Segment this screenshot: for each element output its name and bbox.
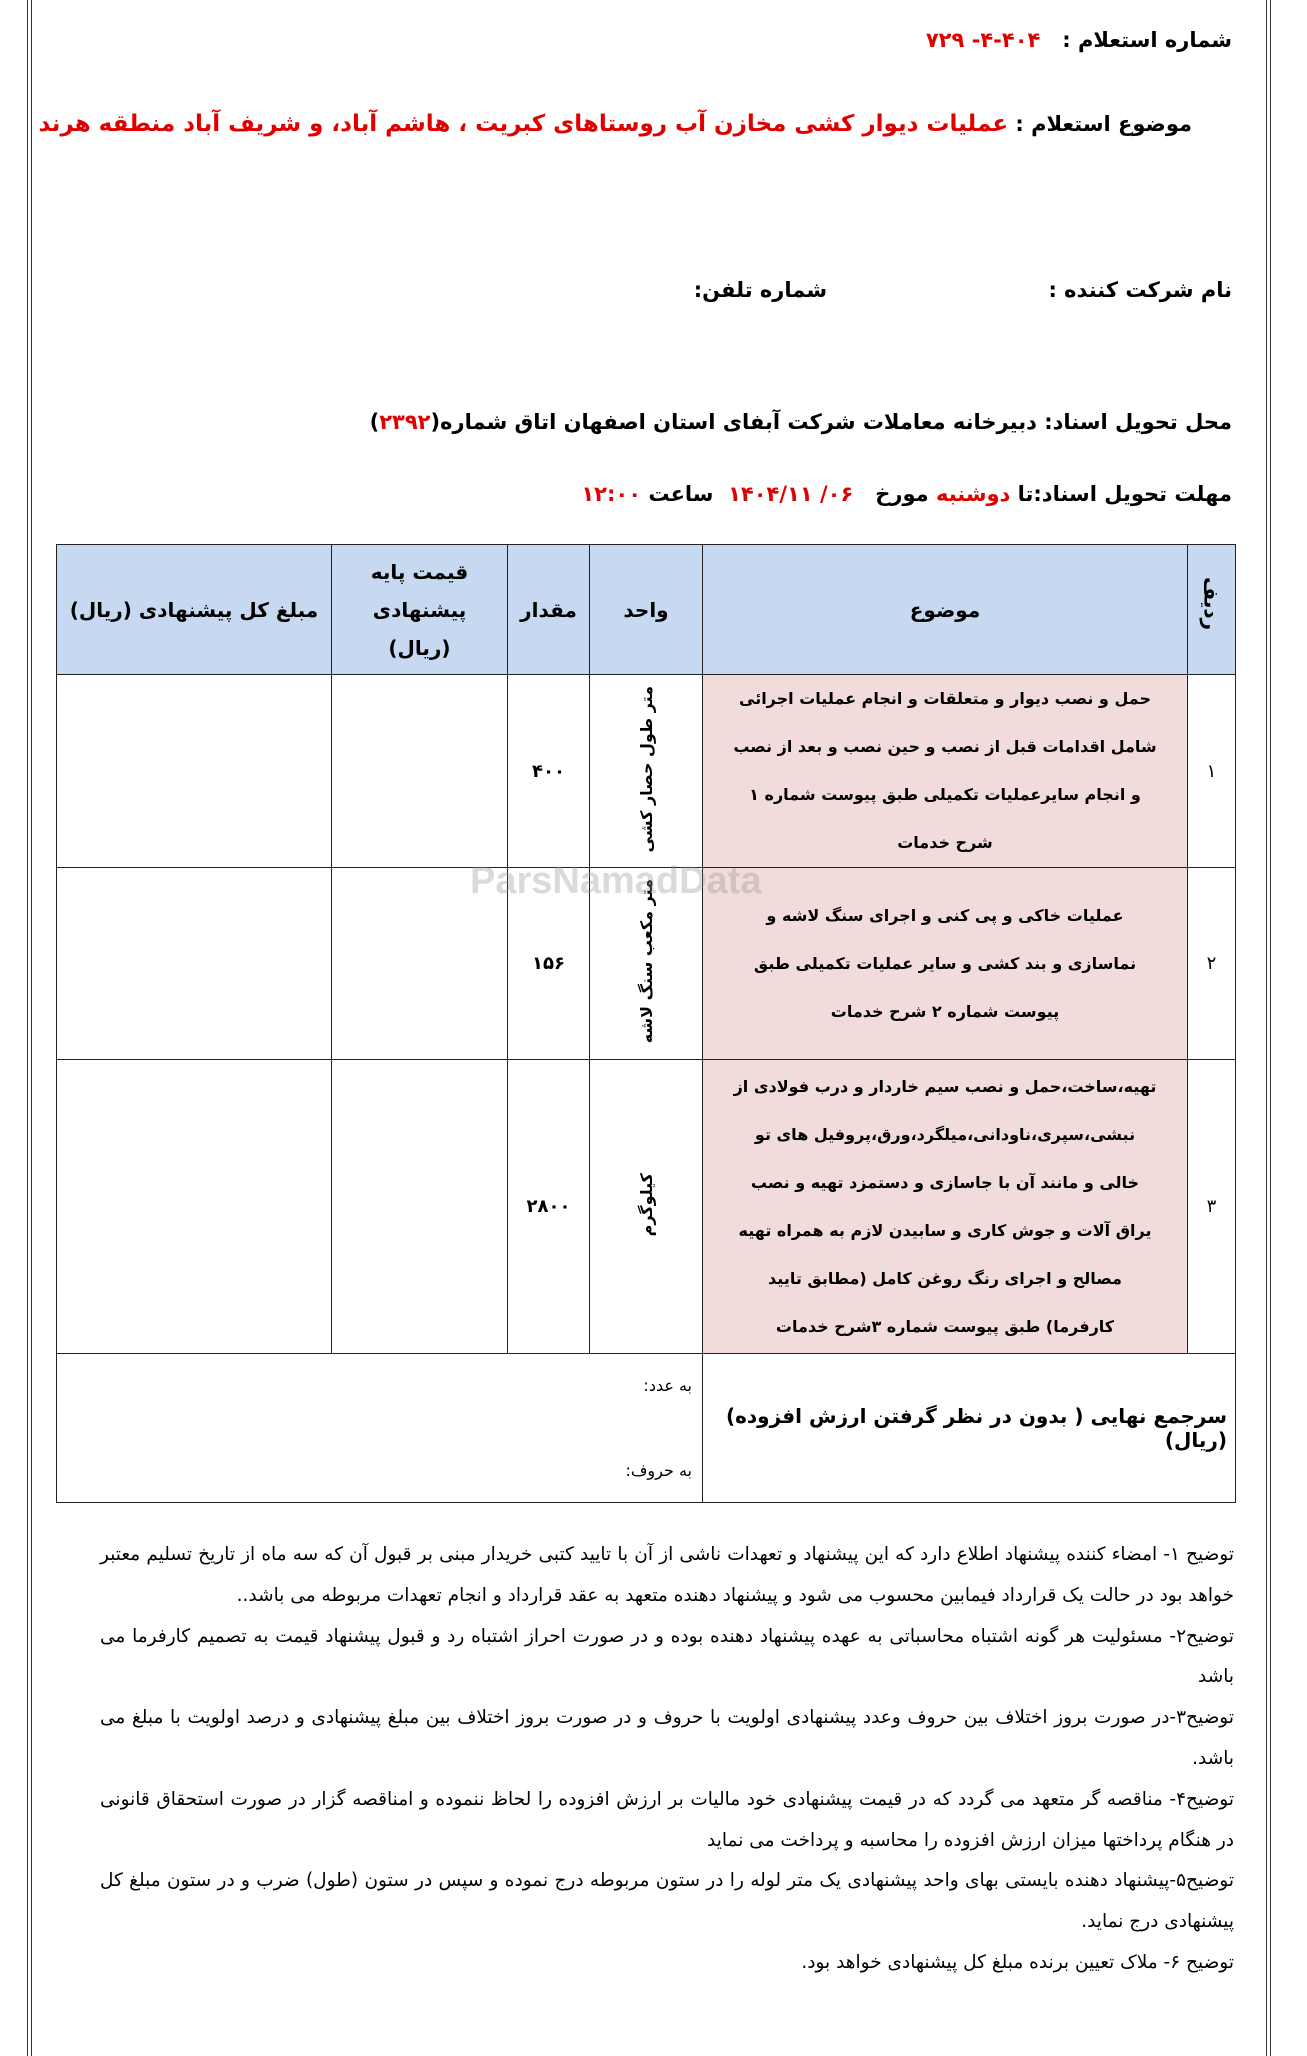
row-total[interactable] bbox=[56, 674, 332, 868]
page-border-line bbox=[1270, 0, 1271, 2056]
table-row: ۳ تهیه،ساخت،حمل و نصب سیم خاردار و درب ف… bbox=[56, 1059, 1236, 1354]
note-4: توضیح۴- مناقصه گر متعهد می گردد که در قی… bbox=[100, 1788, 1234, 1851]
in-numbers-label: به عدد: bbox=[643, 1376, 692, 1395]
table-row: ۲ عملیات خاکی و پی کنی و اجرای سنگ لاشه … bbox=[56, 867, 1236, 1060]
row-quantity: ۴۰۰ bbox=[507, 674, 590, 868]
page-border-line bbox=[1266, 0, 1267, 2056]
grand-total-value[interactable]: به عدد: به حروف: bbox=[56, 1353, 703, 1503]
deadline-label: مهلت تحویل اسناد:تا bbox=[1017, 482, 1232, 506]
note-6: توضیح ۶- ملاک تعیین برنده مبلغ کل پیشنها… bbox=[801, 1951, 1234, 1973]
delivery-room: ۲۳۹۲ bbox=[379, 410, 431, 434]
row-unit-price[interactable] bbox=[331, 1059, 508, 1354]
grand-total-row: سرجمع نهایی ( بدون در نظر گرفتن ارزش افز… bbox=[56, 1353, 1236, 1503]
company-name-label: نام شرکت کننده : bbox=[1048, 278, 1232, 302]
row-quantity: ۲۸۰۰ bbox=[507, 1059, 590, 1354]
grand-total-label: سرجمع نهایی ( بدون در نظر گرفتن ارزش افز… bbox=[702, 1353, 1236, 1503]
subject-label: موضوع استعلام : bbox=[1015, 112, 1192, 136]
column-header-index: ردیف bbox=[1187, 544, 1236, 675]
row-total[interactable] bbox=[56, 867, 332, 1060]
deadline-row: مهلت تحویل اسناد:تا دوشنبه مورخ ۰۶/ ۱۴۰۴… bbox=[581, 482, 1232, 506]
subject-row: موضوع استعلام : عملیات دیوار کشی مخازن آ… bbox=[38, 111, 1192, 137]
inquiry-number-row: شماره استعلام : ۴۰۴-۴- ۷۲۹ bbox=[926, 28, 1232, 52]
column-header-unit-price: قیمت پایه پیشنهادی (ریال) bbox=[331, 544, 508, 675]
table-row: ۱ حمل و نصب دیوار و متعلقات و انجام عملی… bbox=[56, 674, 1236, 868]
phone-label: شماره تلفن: bbox=[693, 278, 827, 302]
row-index: ۲ bbox=[1187, 867, 1236, 1060]
row-subject: عملیات خاکی و پی کنی و اجرای سنگ لاشه و … bbox=[702, 867, 1188, 1060]
column-header-unit: واحد bbox=[589, 544, 703, 675]
page-border-line bbox=[27, 0, 28, 2056]
column-header-quantity: مقدار bbox=[507, 544, 590, 675]
items-table: ردیف موضوع واحد مقدار قیمت پایه پیشنهادی… bbox=[56, 544, 1236, 1503]
delivery-place-row: محل تحویل اسناد: دبیرخانه معاملات شرکت آ… bbox=[370, 410, 1232, 434]
inquiry-number-label: شماره استعلام : bbox=[1062, 28, 1232, 52]
row-unit-price[interactable] bbox=[331, 867, 508, 1060]
deadline-dated: مورخ bbox=[875, 482, 929, 506]
note-1: توضیح ۱- امضاء کننده پیشنهاد اطلاع دارد … bbox=[100, 1544, 1234, 1606]
notes-section: توضیح ۱- امضاء کننده پیشنهاد اطلاع دارد … bbox=[100, 1535, 1234, 1984]
inquiry-number: ۴۰۴-۴- ۷۲۹ bbox=[925, 28, 1041, 52]
delivery-place: دبیرخانه معاملات شرکت آبفای استان اصفهان… bbox=[430, 410, 1037, 434]
row-index: ۱ bbox=[1187, 674, 1236, 868]
note-3: توضیح۳-در صورت بروز اختلاف بین حروف وعدد… bbox=[100, 1707, 1234, 1769]
note-2: توضیح۲- مسئولیت هر گونه اشتباه محاسباتی … bbox=[100, 1625, 1234, 1688]
deadline-hour-label: ساعت bbox=[648, 482, 714, 506]
deadline-day: دوشنبه bbox=[935, 482, 1011, 506]
row-unit: کیلوگرم bbox=[589, 1059, 703, 1354]
row-total[interactable] bbox=[56, 1059, 332, 1354]
row-subject: حمل و نصب دیوار و متعلقات و انجام عملیات… bbox=[702, 674, 1188, 868]
in-words-label: به حروف: bbox=[625, 1461, 692, 1480]
deadline-time: ۱۲:۰۰ bbox=[581, 482, 642, 506]
deadline-date: ۰۶/ ۱۴۰۴/۱۱ bbox=[728, 482, 854, 506]
row-index: ۳ bbox=[1187, 1059, 1236, 1354]
column-header-subject: موضوع bbox=[702, 544, 1188, 675]
inquiry-subject: عملیات دیوار کشی مخازن آب روستاهای کبریت… bbox=[38, 111, 1009, 137]
note-5: توضیح۵-پیشنهاد دهنده بایستی بهای واحد پی… bbox=[100, 1870, 1234, 1933]
row-unit: متر طول حصار کشی bbox=[589, 674, 703, 868]
table-header-row: ردیف موضوع واحد مقدار قیمت پایه پیشنهادی… bbox=[56, 544, 1236, 675]
delivery-place-label: محل تحویل اسناد: bbox=[1044, 410, 1232, 434]
delivery-place-close: ) bbox=[369, 410, 380, 434]
row-unit: متر مکعب سنگ لاشه bbox=[589, 867, 703, 1060]
row-quantity: ۱۵۶ bbox=[507, 867, 590, 1060]
page-border-line bbox=[31, 0, 32, 2056]
row-subject: تهیه،ساخت،حمل و نصب سیم خاردار و درب فول… bbox=[702, 1059, 1188, 1354]
column-header-total: مبلغ کل پیشنهادی (ریال) bbox=[56, 544, 332, 675]
row-unit-price[interactable] bbox=[331, 674, 508, 868]
